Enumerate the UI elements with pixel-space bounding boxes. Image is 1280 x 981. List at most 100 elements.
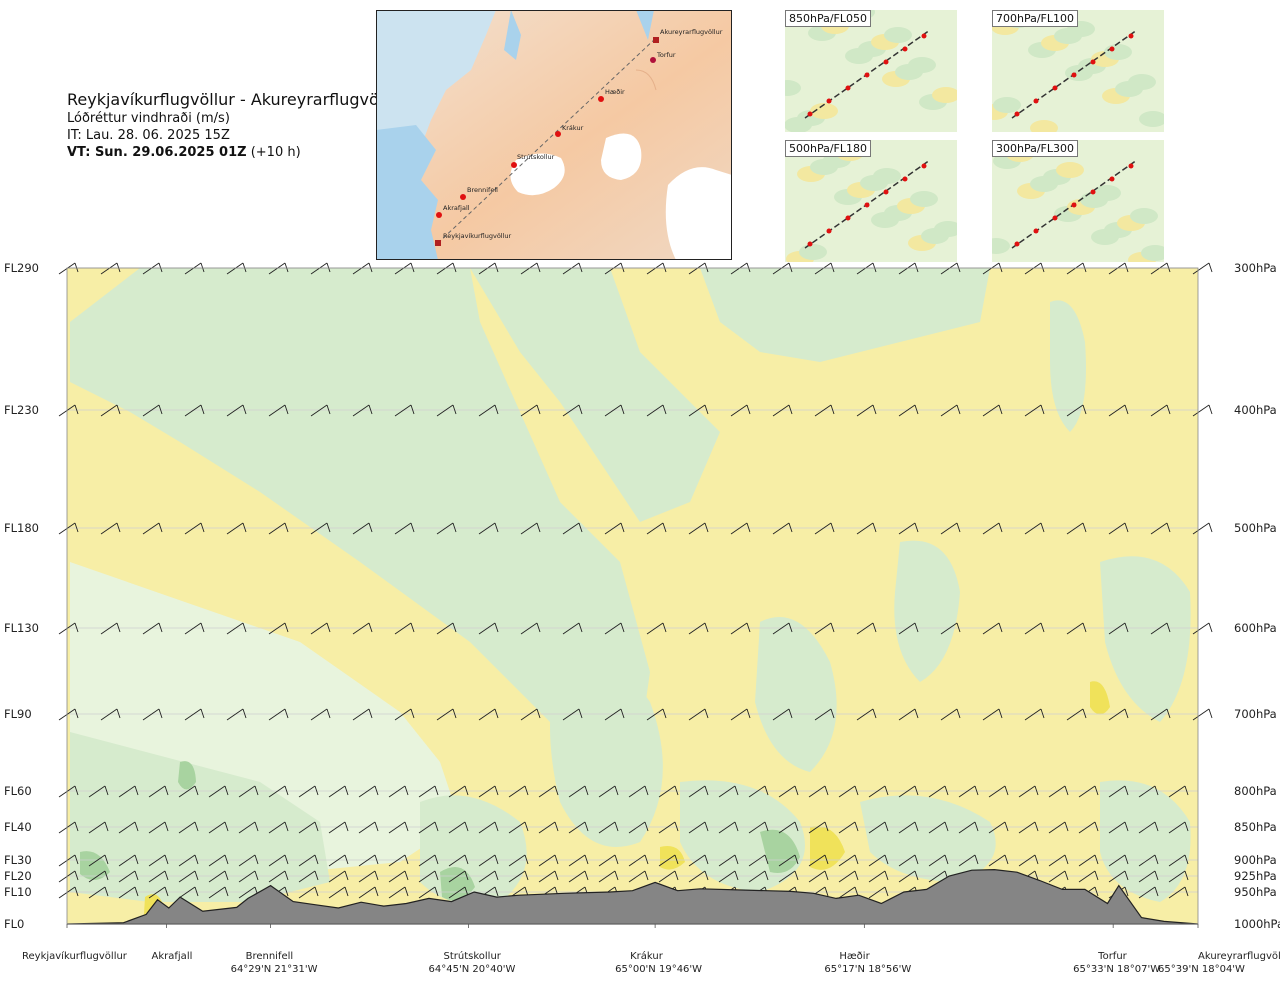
- mini-map-field: [799, 244, 827, 260]
- mini-map-500-label: 500hPa/FL180: [785, 140, 872, 157]
- wind-barb: [598, 821, 616, 834]
- wind-barb-flag: [344, 854, 349, 865]
- wind-barb: [268, 854, 286, 867]
- mini-map-500: 500hPa/FL180: [773, 136, 962, 267]
- wind-barb-flag: [1208, 522, 1213, 533]
- wind-barb: [562, 262, 580, 275]
- flight-level-label: FL290: [4, 262, 39, 275]
- wind-barb: [808, 821, 826, 834]
- wind-barb: [1138, 886, 1156, 899]
- wind-barb-flag: [284, 522, 289, 533]
- flight-level-label: FL230: [4, 403, 39, 417]
- wind-barb: [814, 404, 832, 417]
- wind-barb-flag: [1124, 522, 1129, 533]
- wind-barb: [988, 854, 1006, 867]
- wind-barb-flag: [284, 262, 289, 273]
- wind-barb: [226, 622, 244, 635]
- flight-level-label: FL10: [4, 885, 32, 899]
- wind-barb: [1024, 262, 1042, 275]
- wind-barb-flag: [674, 785, 679, 796]
- wind-barb-flag: [974, 854, 979, 865]
- wind-barb-flag: [734, 821, 739, 832]
- mini-map-300-label: 300hPa/FL300: [992, 140, 1079, 157]
- waypoint-coord: 65°33'N 18°07'W: [1073, 964, 1160, 975]
- wind-barb-flag: [854, 785, 859, 796]
- wind-barb: [388, 854, 406, 867]
- wind-barb: [568, 785, 586, 798]
- wind-barb-flag: [158, 708, 163, 719]
- wind-barb: [184, 262, 202, 275]
- field-region-1: [470, 268, 720, 522]
- wind-barb-flag: [1154, 854, 1159, 865]
- wind-barb: [1048, 854, 1066, 867]
- field-region-5: [755, 617, 837, 772]
- wind-barb-flag: [74, 785, 79, 796]
- wind-barb-flag: [1064, 870, 1069, 881]
- wind-barb-flag: [824, 854, 829, 865]
- wind-barb-flag: [434, 785, 439, 796]
- wind-barb: [148, 886, 166, 899]
- wind-barb: [478, 870, 496, 883]
- wind-barb-flag: [1040, 262, 1045, 273]
- wind-barb-flag: [614, 785, 619, 796]
- wind-barb-flag: [1064, 785, 1069, 796]
- wind-barb: [1192, 522, 1210, 535]
- wind-barb-flag: [158, 262, 163, 273]
- wind-barb: [208, 886, 226, 899]
- wind-barb: [148, 821, 166, 834]
- wind-barb: [604, 622, 622, 635]
- wind-barb-flag: [764, 854, 769, 865]
- wind-barb: [646, 708, 664, 721]
- wind-barb: [478, 262, 496, 275]
- mini-map-700-label: 700hPa/FL100: [992, 10, 1079, 27]
- wind-barb: [856, 522, 874, 535]
- wind-barb: [658, 785, 676, 798]
- wind-barb-flag: [914, 622, 919, 633]
- wind-barb-flag: [410, 622, 415, 633]
- wind-barb-flag: [854, 821, 859, 832]
- wind-barb-flag: [104, 886, 109, 897]
- wind-barb: [328, 870, 346, 883]
- wind-barb-flag: [434, 886, 439, 897]
- wind-barb-flag: [1124, 854, 1129, 865]
- wind-barb-flag: [1184, 870, 1189, 881]
- wind-barb: [520, 522, 538, 535]
- wind-barb: [298, 854, 316, 867]
- wind-barb-flag: [74, 262, 79, 273]
- mini-map-field: [934, 221, 962, 237]
- wind-barb: [268, 870, 286, 883]
- wind-barb: [958, 785, 976, 798]
- wind-barb-flag: [1166, 708, 1171, 719]
- wind-barb: [688, 262, 706, 275]
- mini-map-waypoint: [1109, 176, 1115, 182]
- wind-barb: [268, 522, 286, 535]
- wind-barb-flag: [1004, 821, 1009, 832]
- wind-barb-flag: [944, 785, 949, 796]
- wind-barb-flag: [764, 870, 769, 881]
- wind-barb: [856, 404, 874, 417]
- wind-barb-flag: [974, 785, 979, 796]
- wind-barb: [142, 708, 160, 721]
- wind-barb-flag: [704, 708, 709, 719]
- waypoint-name: Hæðir: [839, 951, 870, 962]
- field-region-4: [550, 657, 663, 847]
- wind-barb-flag: [74, 708, 79, 719]
- vertical-velocity-field: [67, 268, 1198, 924]
- wind-barb-flag: [956, 262, 961, 273]
- wind-barb: [982, 262, 1000, 275]
- wind-barb-flag: [620, 404, 625, 415]
- wind-barb: [658, 821, 676, 834]
- wind-barb-flag: [662, 262, 667, 273]
- pressure-level-label: 700hPa: [1234, 707, 1277, 721]
- wind-barb-flag: [116, 622, 121, 633]
- wind-barb-flag: [704, 870, 709, 881]
- wind-barb-flag: [494, 522, 499, 533]
- wind-barb-flag: [1184, 886, 1189, 897]
- wind-barb: [1024, 708, 1042, 721]
- mini-map-700-graphic: [980, 5, 1167, 136]
- wind-barb: [688, 854, 706, 867]
- mini-map-waypoint: [826, 228, 832, 234]
- wind-barb: [508, 854, 526, 867]
- wind-barb: [1150, 404, 1168, 417]
- wind-barb-flag: [314, 785, 319, 796]
